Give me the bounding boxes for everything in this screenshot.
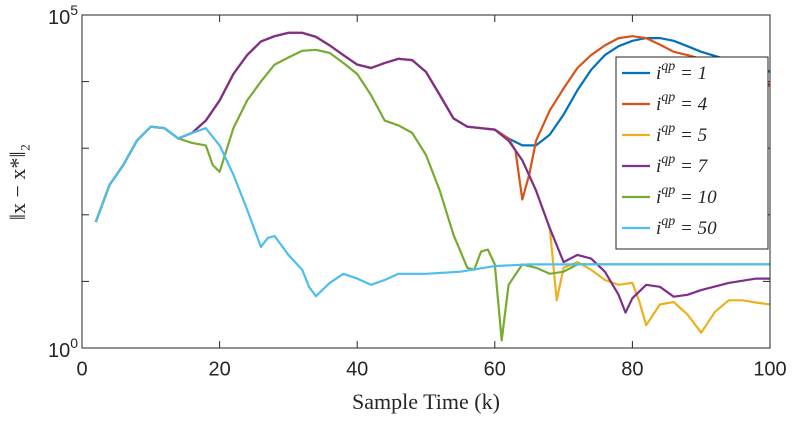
legend-label: iqp = 10 — [656, 183, 717, 208]
x-tick-label: 100 — [753, 358, 786, 380]
y-tick-label: 100 — [48, 335, 78, 363]
series-line — [94, 31, 770, 314]
y-axis-label: ‖x − x*‖₂ — [5, 144, 30, 220]
series-line — [94, 125, 770, 298]
legend-label: iqp = 4 — [656, 90, 708, 115]
legend-label: iqp = 1 — [656, 59, 707, 84]
x-tick-label: 80 — [621, 358, 643, 380]
x-tick-label: 40 — [346, 358, 368, 380]
legend-label: iqp = 7 — [656, 152, 709, 177]
x-tick-label: 0 — [76, 358, 87, 380]
plot-frame — [81, 14, 771, 349]
legend-label: iqp = 50 — [656, 214, 717, 239]
x-tick-label: 20 — [208, 358, 230, 380]
series-line — [94, 48, 770, 342]
y-tick-label: 105 — [48, 2, 78, 30]
legend-box — [615, 56, 769, 250]
x-tick-label: 60 — [484, 358, 506, 380]
x-axis-label: Sample Time (k) — [352, 389, 500, 414]
legend-label: iqp = 5 — [656, 121, 707, 146]
